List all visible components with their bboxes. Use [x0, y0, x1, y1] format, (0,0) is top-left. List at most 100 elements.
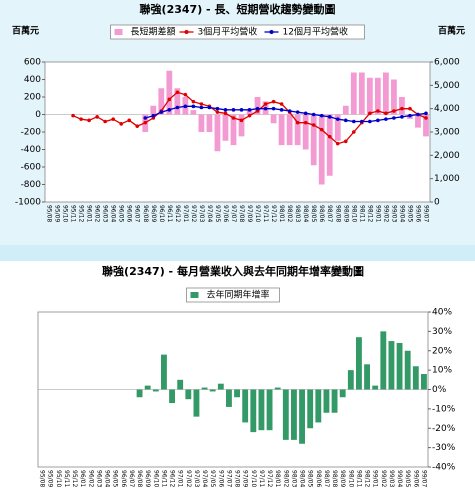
- y2-tick-label: 3,000: [434, 128, 460, 138]
- line-marker: [343, 118, 348, 123]
- x-tick-label: 97/09: [246, 205, 253, 222]
- bar: [350, 72, 357, 115]
- line-marker: [279, 108, 284, 112]
- line-marker: [223, 111, 228, 116]
- bar: [334, 114, 341, 141]
- y-tick-label: -1000: [15, 198, 41, 208]
- y2-tick-label: -10%: [432, 404, 456, 414]
- bar: [161, 354, 167, 390]
- bar: [315, 389, 322, 423]
- x-tick-label: 98/03: [294, 205, 301, 222]
- x-tick-label: 96/04: [104, 470, 111, 487]
- x-tick-label: 98/04: [302, 205, 309, 222]
- x-tick-label: 98/05: [307, 470, 314, 487]
- y2-tick-label: 0: [434, 198, 440, 208]
- x-tick-label: 98/06: [318, 205, 325, 222]
- x-tick-label: 96/02: [87, 470, 94, 487]
- x-tick-label: 98/03: [290, 470, 297, 487]
- x-tick-label: 97/06: [217, 470, 224, 487]
- legend-box: [186, 287, 280, 303]
- x-tick-label: 95/09: [54, 205, 61, 222]
- bar: [318, 114, 325, 185]
- line-marker: [271, 106, 276, 111]
- line-marker: [135, 124, 140, 128]
- bar: [339, 389, 346, 398]
- x-tick-label: 99/01: [374, 205, 381, 222]
- line-marker: [231, 108, 236, 112]
- line-marker: [127, 118, 132, 123]
- bar: [266, 389, 273, 431]
- bar: [238, 114, 245, 137]
- x-tick-label: 97/01: [177, 470, 184, 487]
- x-tick-label: 96/12: [169, 470, 176, 487]
- y2-tick-label: -20%: [432, 424, 456, 434]
- bar: [374, 77, 381, 115]
- y-tick-label: -200: [21, 128, 42, 138]
- x-tick-label: 99/06: [412, 470, 419, 487]
- line-marker: [167, 108, 172, 112]
- y-tick-label: 0: [35, 110, 41, 120]
- legend-marker: [269, 30, 274, 34]
- bar: [242, 389, 249, 423]
- x-tick-label: 96/05: [112, 470, 119, 487]
- x-tick-label: 96/03: [95, 470, 102, 487]
- x-tick-label: 97/03: [198, 205, 205, 222]
- x-tick-label: 98/07: [326, 205, 333, 222]
- x-tick-label: 98/02: [282, 470, 289, 487]
- line-marker: [207, 105, 212, 110]
- line-marker: [352, 130, 356, 134]
- chart-title: 聯強(2347) - 長、短期營收趨勢變動圖: [140, 2, 336, 16]
- bar: [144, 385, 151, 390]
- bar: [412, 366, 419, 390]
- line-marker: [376, 109, 380, 113]
- x-tick-label: 98/06: [315, 470, 322, 487]
- x-tick-label: 97/11: [258, 470, 265, 487]
- line-marker: [368, 119, 372, 124]
- line-marker: [424, 116, 428, 120]
- x-tick-label: 97/02: [185, 470, 192, 487]
- y2-tick-label: 6,000: [434, 58, 460, 68]
- x-tick-label: 97/10: [250, 470, 257, 487]
- line-marker: [103, 119, 107, 124]
- x-tick-label: 97/05: [214, 205, 221, 222]
- y-axis-label: 百萬元: [12, 25, 39, 37]
- x-tick-label: 96/11: [160, 470, 167, 487]
- x-tick-label: 96/12: [174, 205, 181, 222]
- x-tick-label: 96/02: [94, 205, 101, 222]
- line-marker: [400, 115, 404, 119]
- line-marker: [392, 109, 396, 113]
- line-marker: [295, 120, 300, 125]
- line-marker: [239, 108, 244, 112]
- x-tick-label: 99/01: [372, 470, 379, 487]
- line-marker: [191, 99, 196, 104]
- legend-box: [110, 24, 365, 40]
- x-tick-label: 97/10: [254, 205, 261, 222]
- bar: [230, 114, 237, 146]
- x-tick-label: 99/05: [406, 205, 413, 222]
- x-tick-label: 98/07: [323, 470, 330, 487]
- y-tick-label: -400: [21, 145, 42, 155]
- y2-tick-label: 40%: [432, 308, 452, 318]
- line-marker: [384, 117, 388, 121]
- x-tick-label: 97/03: [193, 470, 200, 487]
- bar: [347, 370, 354, 390]
- line-marker: [287, 109, 292, 113]
- bar: [254, 97, 261, 115]
- line-marker: [408, 113, 412, 118]
- y2-tick-label: 30%: [432, 327, 452, 337]
- legend-label: 12個月平均營收: [283, 26, 348, 38]
- bar: [415, 114, 421, 128]
- bar: [214, 114, 221, 152]
- bar: [166, 70, 173, 115]
- bar: [217, 383, 224, 390]
- line-marker: [360, 119, 364, 124]
- bar: [399, 97, 405, 115]
- bar: [206, 114, 213, 132]
- bar: [326, 114, 333, 176]
- y2-tick-label: 20%: [432, 346, 452, 356]
- x-tick-label: 98/02: [286, 205, 293, 222]
- bar: [174, 88, 181, 115]
- line-marker: [303, 120, 308, 125]
- bar: [177, 379, 184, 390]
- line-marker: [319, 127, 324, 132]
